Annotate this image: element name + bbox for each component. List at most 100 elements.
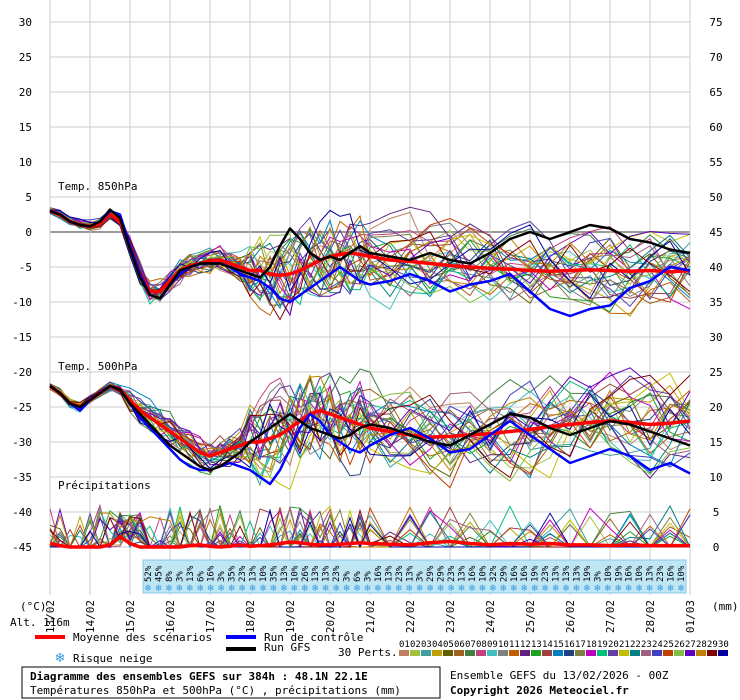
pert-swatch [465, 650, 475, 656]
pert-swatch [597, 650, 607, 656]
right-tick-label: 70 [709, 51, 722, 64]
snow-risk-pct: 16% [510, 565, 520, 582]
snowflake-icon: ❄ [176, 583, 184, 593]
pert-number: 10 [498, 640, 509, 650]
snow-risk-pct: 13% [458, 565, 468, 582]
snow-risk-pct: 13% [562, 565, 572, 582]
snowflake-icon: ❄ [155, 583, 163, 593]
x-tick-label: 17/02 [204, 600, 217, 633]
pert-number: 08 [476, 640, 487, 650]
snowflake-icon: ❄ [458, 583, 466, 593]
copyright: Copyright 2026 Meteociel.fr [450, 684, 629, 697]
snow-risk-pct: 13% [311, 565, 321, 582]
pert-number: 17 [575, 640, 586, 650]
x-tick-label: 27/02 [604, 600, 617, 633]
mean-line-precip [49, 534, 690, 549]
left-tick-label: -25 [12, 401, 32, 414]
pert-number: 05 [443, 640, 454, 650]
member-line-t850 [49, 210, 691, 317]
pert-number: 22 [630, 640, 641, 650]
right-tick-label: 65 [709, 86, 722, 99]
snow-risk-pct: 13% [646, 565, 656, 582]
snowflake-icon: ❄ [573, 583, 581, 593]
snowflake-icon: ❄ [625, 583, 633, 593]
snow-risk-pct: 19% [583, 565, 593, 582]
right-unit: (mm) [712, 600, 739, 613]
snowflake-icon: ❄ [217, 583, 225, 593]
snowflake-icon: ❄ [635, 583, 643, 593]
pert-swatch [608, 650, 618, 656]
pert-swatch [553, 650, 563, 656]
chart-subtitle: Températures 850hPa et 500hPa (°C) , pré… [30, 684, 401, 697]
left-tick-label: 5 [25, 191, 32, 204]
snow-risk-pct: 13% [249, 565, 259, 582]
snowflake-icon: ❄ [144, 583, 152, 593]
snow-risk-pct: 16% [468, 565, 478, 582]
pert-number: 25 [663, 640, 674, 650]
right-tick-label: 35 [709, 296, 722, 309]
snow-risk-pct: 13% [552, 565, 562, 582]
snow-risk-pct: 45% [155, 565, 165, 582]
x-tick-label: 16/02 [164, 600, 177, 633]
snowflake-icon: ❄ [479, 583, 487, 593]
main-series [48, 208, 691, 549]
pert-swatch [476, 650, 486, 656]
legend-label-gfs: Run GFS [264, 641, 310, 654]
pert-swatch [498, 650, 508, 656]
legend-label-snow: Risque neige [73, 652, 152, 665]
pert-number: 23 [641, 640, 652, 650]
snow-risk-pct: 3% [175, 571, 185, 582]
snow-risk-pct: 13% [280, 565, 290, 582]
snowflake-icon: ❄ [301, 583, 309, 593]
snowflake-icon: ❄ [468, 583, 476, 593]
snow-risk-pct: 19% [531, 565, 541, 582]
snow-risk-pct: 13% [573, 565, 583, 582]
right-tick-label: 45 [709, 226, 722, 239]
snow-risk-pct: 6% [196, 571, 206, 582]
pert-swatch [707, 650, 717, 656]
pert-swatch [718, 650, 728, 656]
gfs-line-t500 [49, 384, 691, 472]
snowflake-icon: ❄ [228, 583, 236, 593]
pert-swatch [575, 650, 585, 656]
pert-swatch [432, 650, 442, 656]
snow-risk-pct: 10% [677, 565, 687, 582]
snowflake-icon: ❄ [489, 583, 497, 593]
pert-number: 24 [652, 640, 663, 650]
pert-swatch [564, 650, 574, 656]
chart-title: Diagramme des ensembles GEFS sur 384h : … [30, 670, 368, 683]
pert-number: 30 [718, 640, 729, 650]
snowflake-icon: ❄ [447, 583, 455, 593]
left-tick-label: 25 [19, 51, 32, 64]
pert-swatch [674, 650, 684, 656]
panel-label-precip: Précipitations [58, 479, 151, 492]
x-tick-label: 26/02 [564, 600, 577, 633]
snow-risk-pct: 23% [656, 565, 666, 582]
snow-risk-pct: 16% [625, 565, 635, 582]
legend-label-mean: Moyenne des scénarios [73, 631, 212, 644]
left-tick-label: -35 [12, 471, 32, 484]
right-tick-label: 55 [709, 156, 722, 169]
snowflake-icon: ❄ [186, 583, 194, 593]
gfs-line-t850 [49, 208, 691, 300]
right-tick-label: 15 [709, 436, 722, 449]
snow-risk-pct: 3% [217, 571, 227, 582]
x-tick-label: 13/02 [44, 600, 57, 633]
snow-risk-pct: 13% [186, 565, 196, 582]
snowflake-icon: ❄ [406, 583, 414, 593]
snowflake-icon: ❄ [656, 583, 664, 593]
snowflake-icon: ❄ [562, 583, 570, 593]
snow-risk-pct: 19% [614, 565, 624, 582]
left-tick-label: 10 [19, 156, 32, 169]
x-tick-label: 15/02 [124, 600, 137, 633]
snow-risk-pct: 3% [343, 571, 353, 582]
pert-swatch [487, 650, 497, 656]
pert-number: 13 [531, 640, 542, 650]
pert-swatch [443, 650, 453, 656]
pert-swatch [641, 650, 651, 656]
left-tick-label: -40 [12, 506, 32, 519]
pert-number: 02 [410, 640, 421, 650]
right-tick-label: 0 [713, 541, 720, 554]
